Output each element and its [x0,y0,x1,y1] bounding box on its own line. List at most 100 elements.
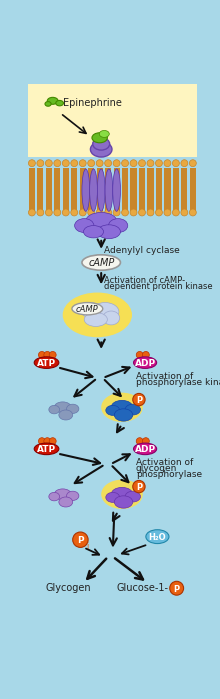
Bar [54,168,60,189]
Bar [54,189,60,211]
Ellipse shape [71,209,78,216]
Ellipse shape [108,219,128,233]
Text: i: i [86,542,88,551]
Ellipse shape [54,209,61,216]
Ellipse shape [105,160,112,166]
Ellipse shape [47,97,58,104]
Bar [71,189,77,211]
Ellipse shape [75,219,94,233]
Ellipse shape [67,491,79,500]
Ellipse shape [105,169,113,211]
Bar [122,168,128,189]
Ellipse shape [63,293,132,337]
Ellipse shape [122,160,128,166]
Ellipse shape [156,209,162,216]
Ellipse shape [97,169,105,211]
Text: cAMP: cAMP [76,305,99,314]
Bar [164,189,170,211]
Ellipse shape [114,409,133,421]
Ellipse shape [139,209,145,216]
Ellipse shape [164,160,171,166]
Bar [80,168,86,189]
Circle shape [133,480,145,493]
Text: Glucose-1-: Glucose-1- [116,583,168,593]
Ellipse shape [54,489,71,500]
Text: Activation of: Activation of [136,372,193,381]
Text: Adenylyl cyclase: Adenylyl cyclase [104,246,180,255]
Circle shape [142,352,149,359]
Ellipse shape [113,209,120,216]
Ellipse shape [106,405,120,415]
Ellipse shape [37,209,44,216]
Text: ADP: ADP [134,359,156,368]
Ellipse shape [62,160,69,166]
Ellipse shape [93,138,110,150]
Ellipse shape [113,160,120,166]
Ellipse shape [88,209,95,216]
Ellipse shape [130,209,137,216]
Bar [147,189,154,211]
Ellipse shape [105,209,112,216]
Text: dependent protein kinase: dependent protein kinase [104,282,213,291]
Ellipse shape [28,160,35,166]
Ellipse shape [147,160,154,166]
Circle shape [136,438,143,445]
Bar [114,168,120,189]
Ellipse shape [101,480,143,509]
Bar [28,157,198,622]
Ellipse shape [96,209,103,216]
Bar [114,189,120,211]
Bar [63,168,69,189]
Bar [29,189,35,211]
Bar [97,189,103,211]
Ellipse shape [139,160,145,166]
Ellipse shape [172,209,179,216]
Ellipse shape [59,497,73,507]
Ellipse shape [83,226,103,238]
Ellipse shape [79,160,86,166]
Ellipse shape [96,160,103,166]
Bar [181,168,187,189]
Ellipse shape [189,209,196,216]
Ellipse shape [28,209,35,216]
Text: P: P [174,584,180,593]
Bar [147,168,154,189]
Ellipse shape [114,496,133,508]
Ellipse shape [147,209,154,216]
Text: phosphorylase: phosphorylase [136,470,202,480]
Text: ATP: ATP [37,359,56,368]
Ellipse shape [86,212,117,229]
Ellipse shape [88,160,95,166]
Ellipse shape [122,209,128,216]
Bar [29,168,35,189]
Text: Activation of: Activation of [136,458,193,467]
Ellipse shape [34,357,59,368]
Bar [139,168,145,189]
Bar [28,84,198,157]
Circle shape [44,438,51,445]
Circle shape [38,438,45,445]
Ellipse shape [79,209,86,216]
Ellipse shape [54,160,61,166]
Ellipse shape [84,312,107,326]
Text: Activation of cAMP-: Activation of cAMP- [104,275,185,284]
Circle shape [170,582,184,595]
Ellipse shape [49,405,60,414]
Ellipse shape [181,209,188,216]
Bar [122,189,128,211]
Text: Epinephrine: Epinephrine [64,98,122,108]
Ellipse shape [130,160,137,166]
Ellipse shape [54,402,71,412]
Bar [190,168,196,189]
Bar [37,189,44,211]
Circle shape [142,438,149,445]
Bar [88,189,94,211]
Circle shape [49,352,56,359]
Ellipse shape [111,487,133,501]
Bar [173,168,179,189]
Bar [97,168,103,189]
Ellipse shape [62,209,69,216]
Ellipse shape [37,160,44,166]
Ellipse shape [106,492,120,503]
Ellipse shape [72,303,103,315]
